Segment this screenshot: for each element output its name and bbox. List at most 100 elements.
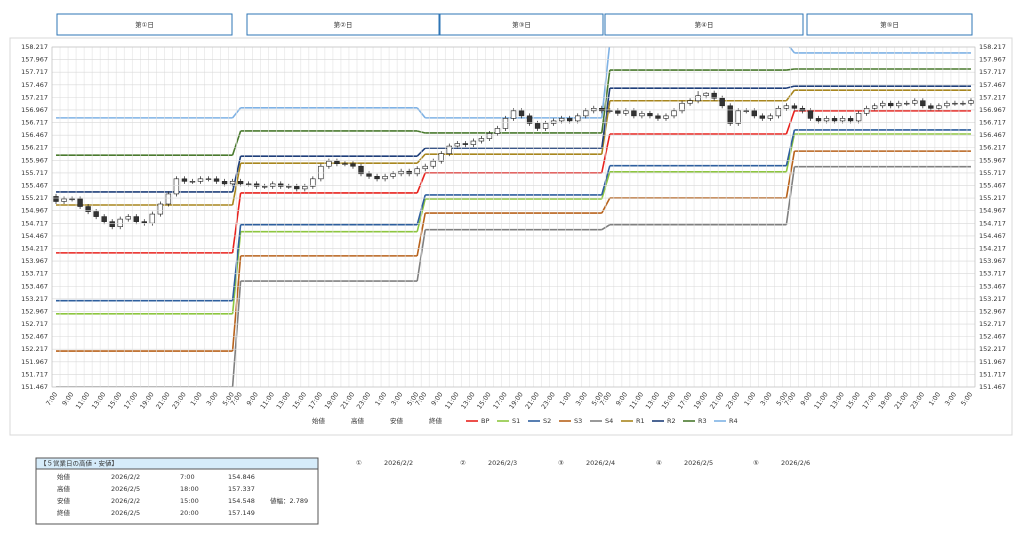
candle-body [205,178,212,180]
day-button[interactable] [246,13,440,36]
x-tick-label: 5:00 [959,391,974,408]
candle-body [575,115,581,122]
x-tick-label: 3:00 [574,391,589,408]
candle-body [831,118,838,122]
x-tick-label: 13:00 [275,391,292,411]
candle-body [904,102,910,105]
candle-body [775,108,782,117]
candle-body [334,160,340,165]
legend-label: 終値 [429,416,443,425]
y2-tick-label: 154.217 [979,244,1006,252]
candle-body [173,178,180,195]
x-tick-label: 13:00 [644,391,661,411]
summary-title: 【５営業日の高値・安値】 [40,459,118,468]
candle-body [719,97,725,107]
legend-label: R2 [667,417,676,425]
candle-body [253,183,260,187]
day-mark: ⑤ [753,459,759,467]
x-tick-label: 15:00 [475,391,492,411]
x-tick-label: 11:00 [74,391,91,411]
candle-body [318,165,324,180]
y2-tick-label: 154.967 [979,207,1006,215]
y-tick-label: 156.717 [21,119,48,127]
candle-body [221,181,228,185]
x-tick-label: 9:00 [614,391,629,408]
x-tick-label: 19:00 [877,391,894,411]
candle-body [366,173,372,177]
candle-body [591,108,597,112]
day-mark: ① [356,459,362,467]
x-tick-label: 3:00 [759,391,774,408]
candle-body [679,102,685,112]
x-tick-label: 1:00 [743,391,758,408]
x-tick-label: 7:00 [44,391,59,408]
x-tick-label: 23:00 [170,391,187,411]
candle-body [326,160,332,167]
candle-body [270,183,276,187]
candle-body [759,115,766,119]
day-button[interactable] [806,13,973,36]
y-tick-label: 153.967 [21,257,48,265]
candle-body [310,178,316,187]
x-tick-label: 23:00 [355,391,372,411]
y-tick-label: 152.467 [21,333,48,341]
candle-body [711,92,717,99]
x-tick-label: 15:00 [845,391,862,411]
candle-body [599,108,605,112]
candle-body [486,133,493,139]
day-button[interactable] [56,13,233,36]
x-tick-label: 13:00 [90,391,107,411]
candle-body [141,221,147,224]
y-tick-label: 156.467 [21,131,48,139]
candle-body [494,128,501,134]
y2-tick-label: 156.967 [979,106,1006,114]
x-tick-label: 15:00 [106,391,123,411]
y2-tick-label: 155.717 [979,169,1006,177]
summary-cell: 安値 [57,496,71,505]
candle-body [615,110,621,114]
candle-body [566,118,573,122]
y2-tick-label: 154.467 [979,232,1006,240]
candle-body [133,216,139,222]
x-tick-label: 23:00 [724,391,741,411]
x-tick-label: 11:00 [812,391,829,411]
candle-body [855,113,862,122]
x-tick-label: 19:00 [138,391,155,411]
day-mark: ③ [558,459,564,467]
candle-body [751,110,757,117]
candle-body [197,178,204,182]
y-tick-label: 155.717 [21,169,48,177]
candle-body [470,140,477,145]
x-tick-label: 21:00 [708,391,725,411]
day-label: 第③日 [512,20,531,29]
x-tick-label: 19:00 [508,391,525,411]
y2-tick-label: 157.717 [979,68,1006,76]
day-button[interactable] [604,13,804,36]
candle-body [558,118,565,122]
y2-tick-label: 156.717 [979,119,1006,127]
candle-body [807,110,814,119]
x-tick-label: 21:00 [154,391,171,411]
candle-body [767,115,774,119]
summary-cell: 2026/2/5 [111,509,140,517]
day-button[interactable] [439,13,604,36]
candle-body [390,173,396,177]
candle-body [623,110,629,114]
candle-body [69,198,75,201]
y2-tick-label: 158.217 [979,43,1006,51]
day-mark: ④ [656,459,662,467]
candle-body [422,165,428,170]
y2-tick-label: 157.217 [979,93,1006,101]
candle-body [928,105,934,109]
candle-body [647,113,653,117]
chart-frame [9,37,1013,436]
y2-tick-label: 153.217 [979,295,1006,303]
candle-body [639,113,645,117]
candle-body [502,118,509,129]
candle-body [815,118,822,122]
candle-body [920,100,926,107]
candle-body [839,118,846,122]
x-tick-label: 21:00 [893,391,910,411]
x-tick-label: 21:00 [339,391,356,411]
